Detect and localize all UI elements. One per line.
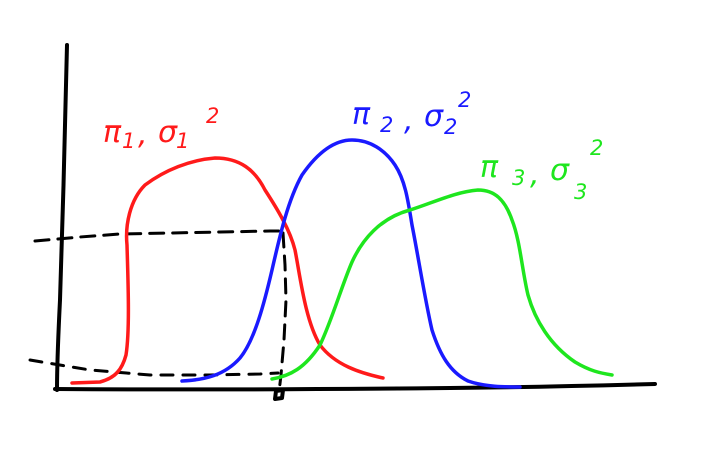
vertical-dashed-guide	[277, 231, 288, 394]
cluster-3-pi-subscript: 3	[512, 166, 525, 190]
cluster-1-curve	[70, 156, 385, 385]
cluster-3-label: π 3 , σ 3 2	[480, 136, 603, 204]
cluster-1-pi-subscript: 1	[122, 129, 135, 153]
lower-dashed-guide	[28, 358, 280, 377]
x-axis-tick-mark	[273, 388, 285, 401]
upper-dashed-guide	[33, 229, 285, 243]
cluster-2-curve	[180, 138, 522, 389]
cluster-3-pi-symbol: π	[480, 150, 499, 185]
cluster-3-sigma-symbol: σ	[550, 153, 570, 188]
cluster-3-sigma-subscript: 3	[574, 180, 587, 204]
cluster-2-pi-symbol: π	[352, 97, 371, 132]
cluster-2-sigma-superscript: 2	[458, 88, 471, 112]
cluster-3-sigma-superscript: 2	[590, 136, 603, 160]
cluster-2-separator: ,	[404, 103, 414, 138]
cluster-1-label: π 1 , σ 1 2	[103, 104, 219, 153]
cluster-1-pi-symbol: π	[103, 115, 122, 150]
cluster-1-sigma-superscript: 2	[206, 104, 219, 128]
cluster-1-sigma-symbol: σ	[158, 115, 178, 150]
cluster-2-pi-subscript: 2	[380, 113, 393, 137]
x-axis	[53, 382, 657, 392]
cluster-3-separator: ,	[530, 157, 540, 192]
cluster-2-sigma-symbol: σ	[424, 99, 444, 134]
cluster-1-sigma-subscript: 1	[176, 129, 189, 153]
cluster-1-separator: ,	[138, 117, 148, 152]
cluster-2-label: π 2 , σ 2 2	[352, 88, 471, 139]
y-axis	[55, 43, 69, 392]
cluster-2-sigma-subscript: 2	[444, 115, 457, 139]
cluster-3-curve	[270, 188, 614, 381]
